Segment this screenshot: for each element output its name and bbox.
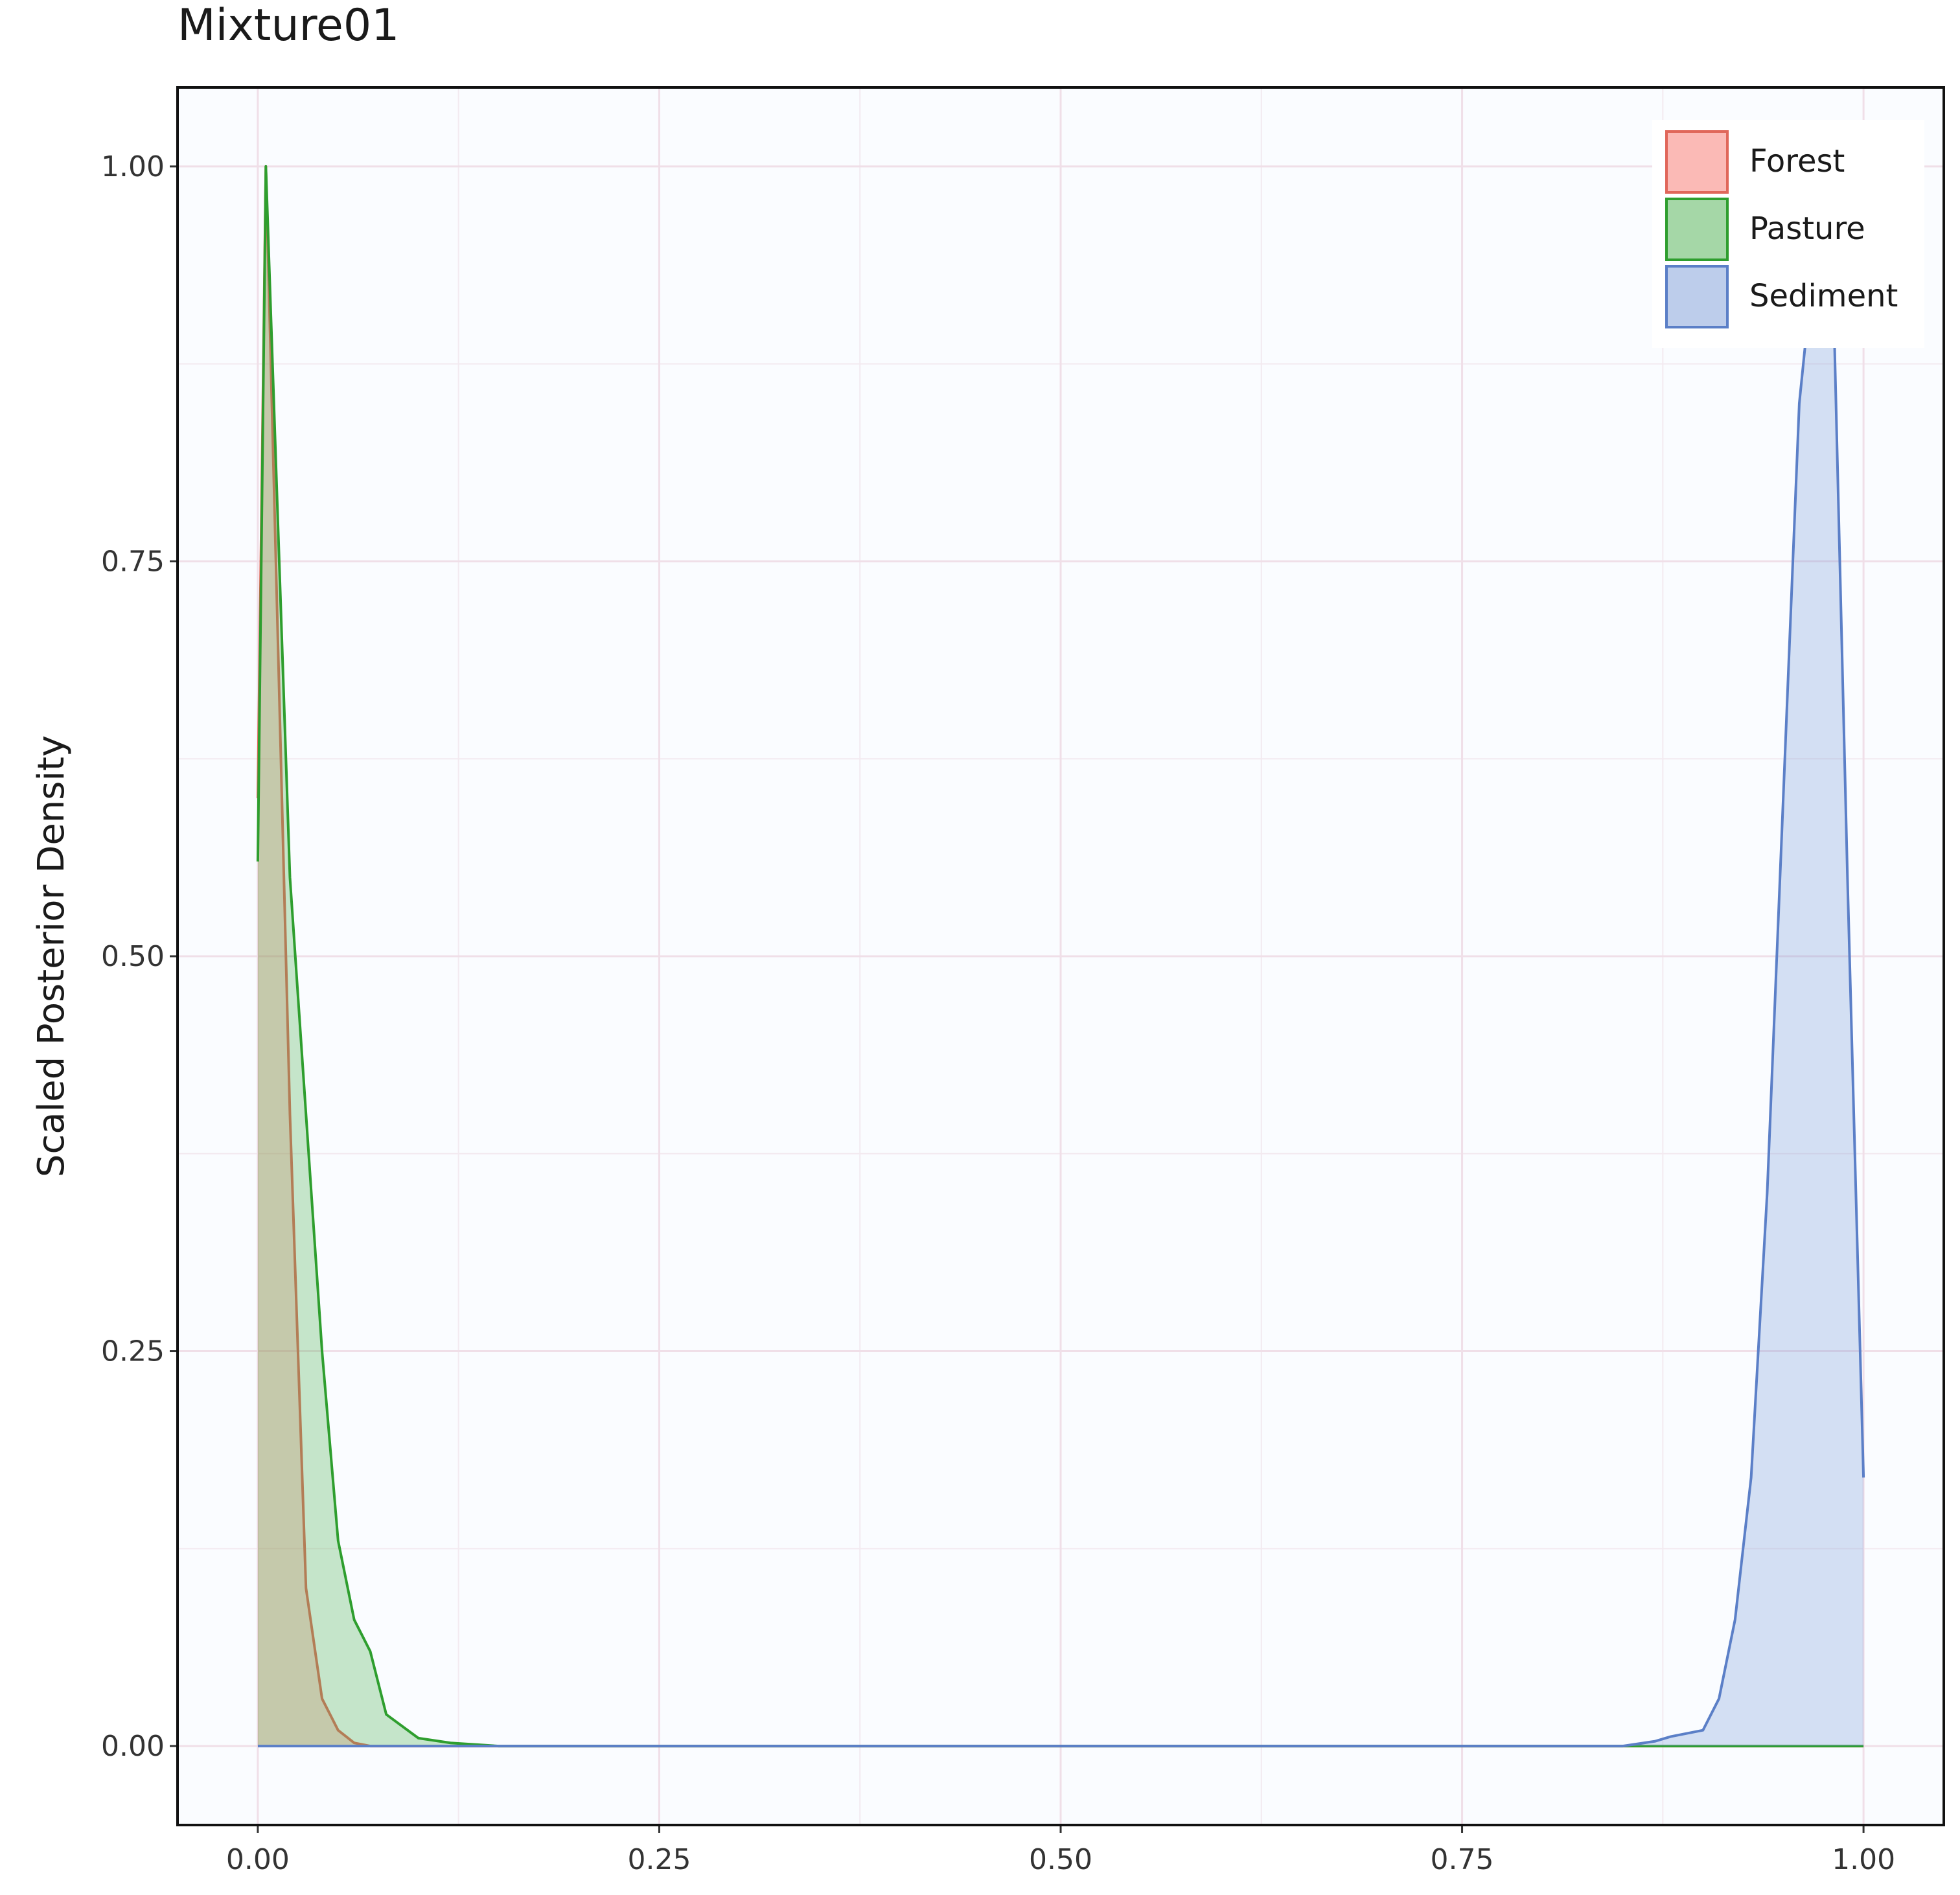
legend-label: Forest — [1749, 143, 1845, 179]
x-tick-label: 0.50 — [1029, 1843, 1092, 1876]
area-line — [256, 165, 1864, 1748]
legend-label: Pasture — [1749, 211, 1865, 247]
y-tick-label: 0.50 — [101, 940, 165, 973]
legend-swatch — [1665, 265, 1729, 328]
y-tick-label: 0.25 — [101, 1335, 165, 1368]
x-tick-label: 1.00 — [1832, 1843, 1895, 1876]
y-tick-label: 0.00 — [101, 1730, 165, 1763]
y-tick-label: 0.75 — [101, 545, 165, 578]
y-tick-label: 1.00 — [101, 150, 165, 183]
x-tick-label: 0.25 — [627, 1843, 691, 1876]
x-tick-label: 0.75 — [1431, 1843, 1494, 1876]
y-axis-label: Scaled Posterior Density — [30, 735, 73, 1177]
legend-label: Sediment — [1749, 278, 1898, 314]
plot-border — [176, 86, 1945, 1826]
legend-swatch — [1665, 198, 1729, 261]
legend-swatch — [1665, 130, 1729, 194]
chart-title: Mixture01 — [178, 0, 399, 51]
x-tick-label: 0.00 — [226, 1843, 290, 1876]
area-line — [257, 165, 1865, 1748]
legend: Forest Pasture Sediment — [1652, 120, 1924, 348]
